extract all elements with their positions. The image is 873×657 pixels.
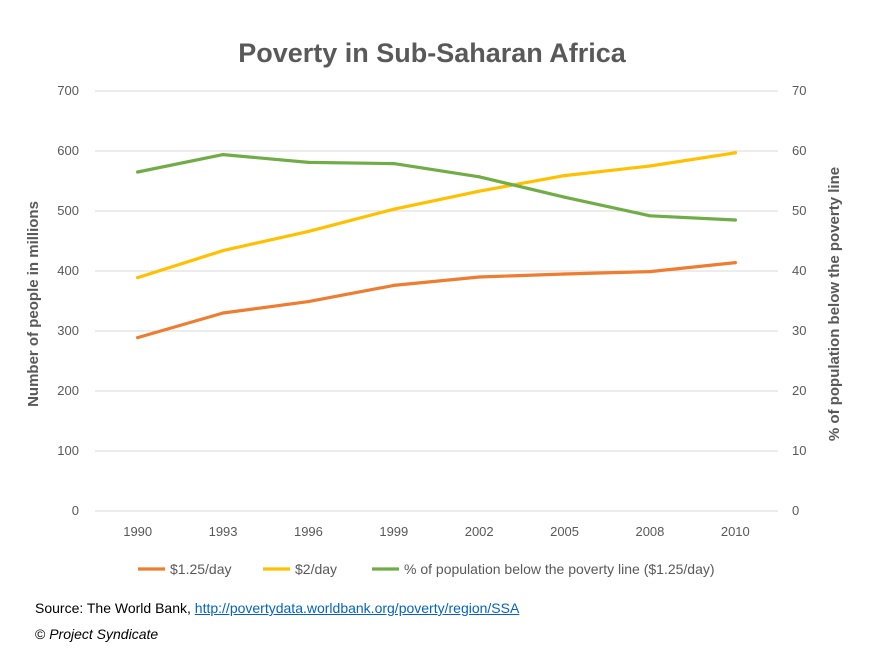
- x-tick-label: 1993: [209, 524, 238, 539]
- data-point: [392, 207, 396, 211]
- right-tick-label: 0: [792, 503, 799, 518]
- data-point: [136, 170, 140, 174]
- source-note: Source: The World Bank, http://povertyda…: [35, 600, 519, 616]
- data-point: [733, 151, 737, 155]
- left-axis-title: Number of people in millions: [25, 201, 42, 407]
- copyright-note: © Project Syndicate: [35, 626, 158, 642]
- right-tick-label: 50: [792, 203, 806, 218]
- left-tick-label: 400: [57, 263, 79, 278]
- data-point: [733, 218, 737, 222]
- data-point: [136, 276, 140, 280]
- right-tick-label: 60: [792, 143, 806, 158]
- data-point: [648, 270, 652, 274]
- data-point: [562, 195, 567, 199]
- right-axis-ticks: 0 10 20 30 40 50 60 70: [792, 83, 806, 518]
- data-point: [477, 189, 481, 193]
- data-point: [392, 162, 396, 166]
- legend-label: % of population below the poverty line (…: [404, 561, 715, 577]
- series-lines: [136, 151, 737, 340]
- data-point: [221, 249, 225, 253]
- left-axis-ticks: 0 100 200 300 400 500 600 700: [57, 83, 79, 518]
- data-point: [221, 153, 225, 157]
- left-tick-label: 0: [72, 503, 79, 518]
- data-point: [306, 160, 311, 164]
- source-link[interactable]: http://povertydata.worldbank.org/poverty…: [194, 600, 520, 616]
- right-tick-label: 70: [792, 83, 806, 98]
- gridlines: [95, 90, 778, 512]
- data-point: [392, 283, 396, 287]
- x-tick-label: 2005: [550, 524, 579, 539]
- poverty-line-chart: Poverty in Sub-Saharan Africa 0100200300…: [25, 38, 843, 577]
- source-label: Source: The World Bank,: [35, 600, 191, 616]
- legend-label: $1.25/day: [170, 561, 232, 577]
- data-point: [306, 300, 311, 304]
- chart-title: Poverty in Sub-Saharan Africa: [238, 38, 627, 68]
- x-tick-label: 1996: [294, 524, 323, 539]
- data-point: [221, 311, 225, 315]
- left-tick-label: 200: [57, 383, 79, 398]
- right-axis-title: % of population below the poverty line: [826, 167, 843, 441]
- left-tick-label: 700: [57, 83, 79, 98]
- series-line-2: [136, 153, 737, 222]
- copyright-symbol: ©: [35, 626, 46, 642]
- data-point: [562, 272, 567, 276]
- data-point: [306, 229, 311, 233]
- x-axis-ticks: 1990 1993 1996 1999 2002 2005 2008 2010: [123, 524, 750, 539]
- series-line-1: [136, 151, 737, 280]
- data-point: [477, 275, 481, 279]
- data-point: [648, 214, 652, 218]
- legend-label: $2/day: [295, 561, 337, 577]
- left-tick-label: 100: [57, 443, 79, 458]
- data-point: [562, 174, 567, 178]
- x-tick-label: 2002: [465, 524, 494, 539]
- right-tick-label: 20: [792, 383, 806, 398]
- x-tick-label: 1999: [379, 524, 408, 539]
- legend: $1.25/day $2/day % of population below the…: [138, 561, 715, 577]
- x-tick-label: 2008: [635, 524, 664, 539]
- left-tick-label: 300: [57, 323, 79, 338]
- right-tick-label: 30: [792, 323, 806, 338]
- data-point: [136, 336, 140, 340]
- copyright-text: Project Syndicate: [49, 626, 159, 642]
- left-tick-label: 600: [57, 143, 79, 158]
- data-point: [733, 261, 737, 265]
- data-point: [477, 175, 481, 179]
- x-tick-label: 2010: [721, 524, 750, 539]
- left-tick-label: 500: [57, 203, 79, 218]
- data-point: [648, 164, 652, 168]
- right-tick-label: 10: [792, 443, 806, 458]
- series-line-0: [136, 261, 737, 340]
- right-tick-label: 40: [792, 263, 806, 278]
- x-tick-label: 1990: [123, 524, 152, 539]
